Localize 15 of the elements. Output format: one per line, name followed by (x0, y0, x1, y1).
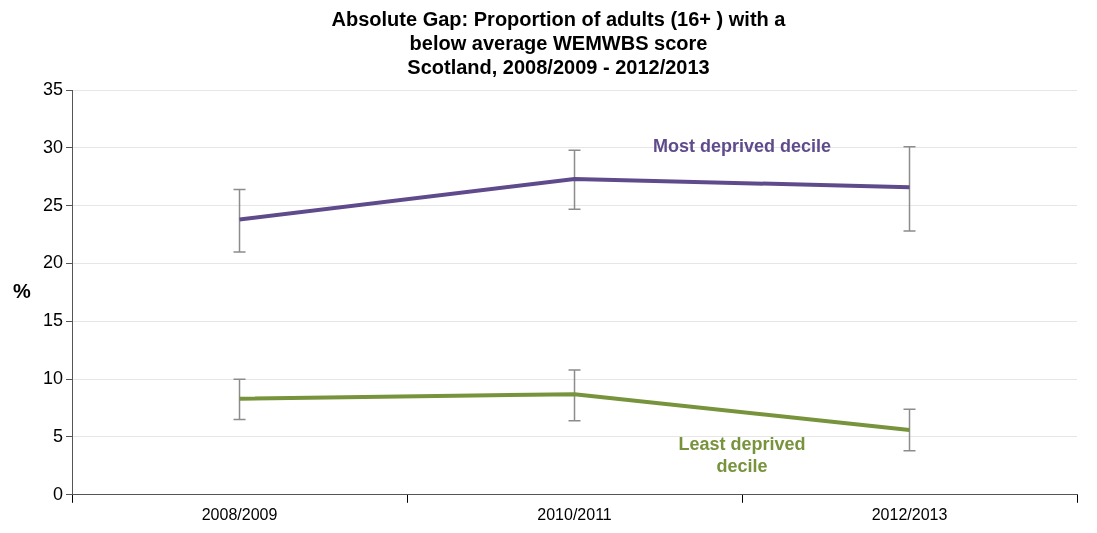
chart-title: Absolute Gap: Proportion of adults (16+ ) with a below average WEMWBS score Scotland, 2008/2009 - 2012/2013 (331, 7, 787, 78)
y-tick-label: 15 (42, 310, 64, 331)
y-tick-label: 25 (42, 194, 64, 215)
series-label: Most deprived decile (652, 136, 832, 157)
y-tick-label: 5 (53, 425, 64, 446)
y-tick-label: 30 (42, 136, 64, 157)
series-label: Least deprived decile (678, 434, 806, 476)
x-tick-label: 2008/2009 (201, 505, 278, 523)
y-tick-label: 20 (42, 252, 64, 273)
y-tick-label: 35 (42, 78, 64, 99)
y-tick-label: 0 (53, 483, 64, 504)
y-axis-title: % (13, 279, 32, 302)
y-tick-label: 10 (42, 368, 64, 389)
x-tick-label: 2012/2013 (871, 505, 948, 523)
x-tick-label: 2010/2011 (537, 505, 612, 523)
